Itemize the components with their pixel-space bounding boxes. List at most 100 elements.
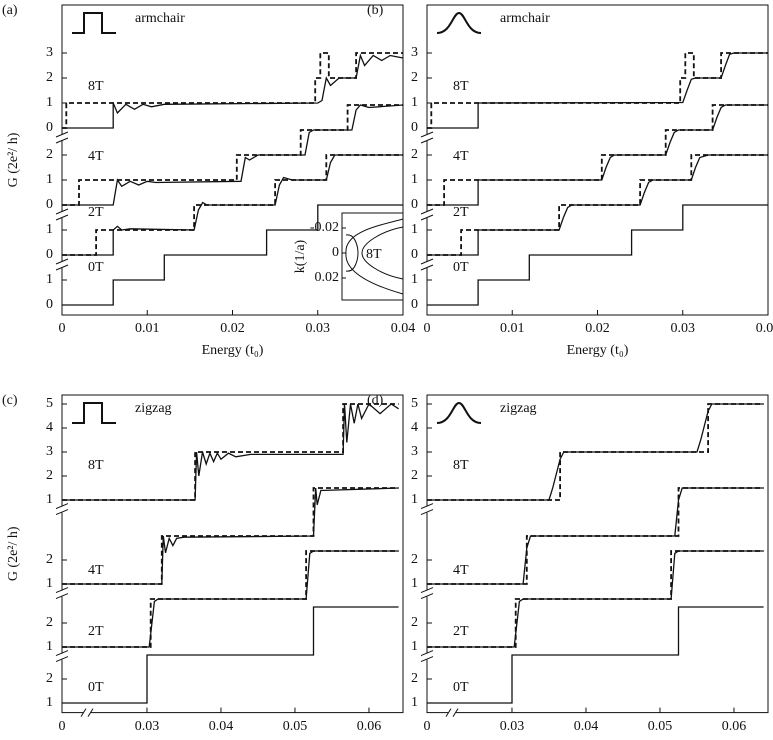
x-tick-label: 0.01 [135, 321, 160, 336]
axis-break-gap [423, 135, 431, 141]
x-tick-label: 0.02 [220, 321, 245, 336]
field-label: 4T [453, 563, 469, 578]
axis-break [420, 258, 434, 271]
field-label: 8T [453, 79, 469, 94]
y-tick-label: 3 [411, 45, 418, 60]
y-tick-label: 0 [46, 120, 53, 135]
y-tick-label: 0 [46, 197, 53, 212]
field-label: 4T [453, 149, 469, 164]
x-tick-label: 0.04 [209, 719, 234, 734]
legend-text: armchair [135, 11, 185, 26]
x-tick-label: 0.05 [283, 719, 308, 734]
axis-break [420, 587, 434, 600]
field-label: 4T [88, 149, 104, 164]
axis-break [445, 708, 459, 717]
y-tick-label: 0 [46, 247, 53, 262]
axis-break [55, 258, 69, 271]
y-tick-label: 2 [46, 615, 53, 630]
plot-frame [426, 4, 769, 316]
x-tick-label: 0.05 [648, 719, 673, 734]
y-tick-label: 3 [46, 45, 53, 60]
conductance-curve [427, 104, 768, 206]
y-tick-label: 1 [411, 95, 418, 110]
y-tick-label: 1 [411, 576, 418, 591]
conductance-curve [62, 487, 399, 585]
x-tick-label: 0.04 [391, 321, 416, 336]
inset-y-tick-label: -0.02 [310, 220, 339, 235]
field-label: 2T [453, 624, 469, 639]
x-tick-label: 0.06 [357, 719, 382, 734]
y-tick-label: 4 [411, 420, 418, 435]
y-tick-label: 5 [411, 396, 418, 411]
y-tick-label: 1 [46, 95, 53, 110]
axis-break [55, 208, 69, 221]
axis-break [420, 503, 434, 516]
y-tick-label: 1 [411, 695, 418, 710]
axis-break-gap [58, 653, 66, 660]
y-tick-label: 1 [411, 492, 418, 507]
inset-y-tick-label: 0.02 [315, 270, 340, 285]
conductance-curve [62, 154, 403, 256]
x-tick-label: 0.03 [306, 321, 331, 336]
conductance-curve [427, 487, 764, 585]
conductance-curve [62, 487, 399, 585]
conductance-curve [62, 104, 404, 206]
y-tick-label: 1 [411, 222, 418, 237]
y-tick-label: 2 [46, 671, 53, 686]
axis-break-gap [58, 135, 66, 141]
y-tick-label: 5 [46, 396, 53, 411]
y-tick-label: 1 [46, 576, 53, 591]
y-tick-label: 0 [411, 120, 418, 135]
inset-y-label: k(1/a) [293, 239, 308, 273]
pulse-icon [436, 11, 482, 34]
axis-break-gap [423, 590, 431, 597]
y-tick-label: 1 [411, 172, 418, 187]
conductance-curve [427, 52, 768, 129]
y-tick-label: 1 [46, 695, 53, 710]
conductance-curve [427, 154, 768, 256]
conductance-curve [62, 550, 399, 648]
y-tick-label: 0 [46, 297, 53, 312]
plot-frame [426, 394, 769, 714]
field-label: 0T [88, 680, 104, 695]
panel-label: (b) [367, 3, 384, 18]
y-tick-label: 2 [411, 671, 418, 686]
y-tick-label: 2 [411, 615, 418, 630]
axis-break-gap [58, 590, 66, 597]
conductance-curve [62, 403, 399, 501]
y-tick-label: 2 [411, 468, 418, 483]
field-label: 8T [88, 458, 104, 473]
pulse-icon [72, 12, 116, 34]
y-tick-label: 1 [46, 172, 53, 187]
y-tick-label: 1 [411, 639, 418, 654]
x-tick-label: 0.04 [574, 719, 599, 734]
field-label: 2T [88, 205, 104, 220]
axis-break [55, 131, 69, 144]
y-tick-label: 0 [411, 247, 418, 262]
axis-break-gap [423, 262, 431, 268]
y-axis-label: G (2e²/ h) [6, 526, 21, 581]
x-tick-label: 0.03 [671, 321, 696, 336]
pulse-icon [436, 401, 482, 424]
panel-label: (a) [2, 3, 18, 18]
y-tick-label: 2 [46, 468, 53, 483]
field-label: 2T [453, 205, 469, 220]
axis-break-gap [83, 708, 91, 717]
y-tick-label: 2 [411, 552, 418, 567]
pulse-icon [72, 402, 116, 424]
field-label: 8T [88, 79, 104, 94]
x-axis-label: Energy (t₀) [567, 343, 629, 358]
conductance-curve [427, 606, 764, 704]
field-label: 0T [453, 260, 469, 275]
inset-band [361, 226, 404, 280]
axis-break-gap [58, 506, 66, 513]
inset-band [345, 218, 404, 295]
x-axis-label: Energy (t₀) [202, 343, 264, 358]
panel-label: (c) [2, 393, 18, 408]
legend-text: armchair [500, 11, 550, 26]
conductance-curve [427, 403, 764, 501]
x-tick-label: 0.06 [722, 719, 747, 734]
field-label: 4T [88, 563, 104, 578]
x-tick-label: 0 [424, 719, 431, 734]
